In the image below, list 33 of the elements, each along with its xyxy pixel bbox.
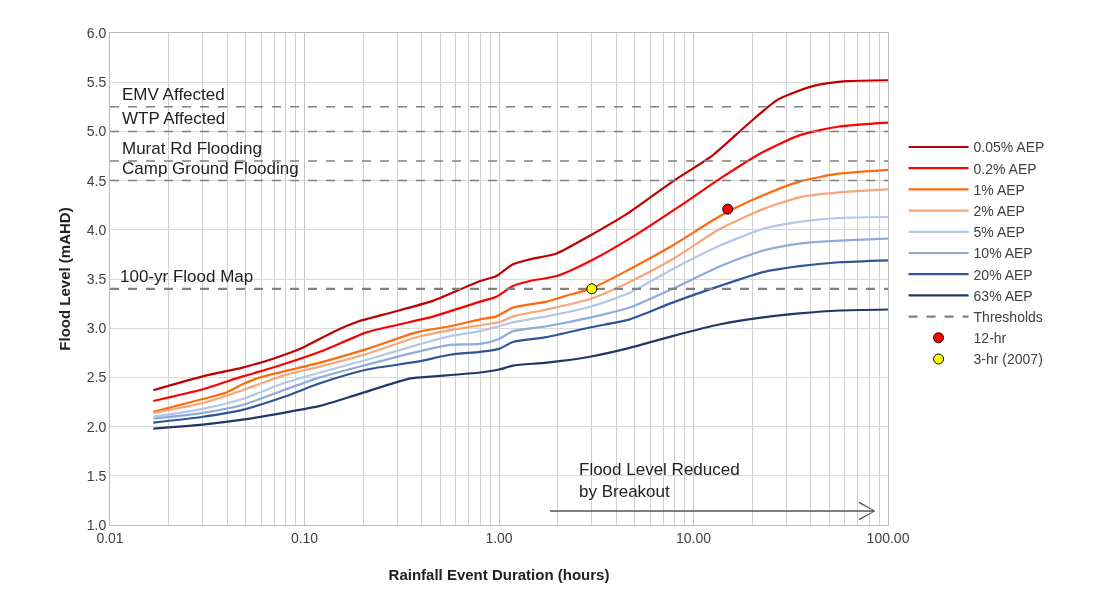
legend-label: 10% AEP bbox=[973, 245, 1033, 262]
annotation: Flood Level Reduced by Breakout bbox=[579, 460, 740, 502]
y-tick-label: 2.0 bbox=[86, 418, 107, 435]
y-tick-label: 3.5 bbox=[86, 270, 107, 287]
y-tick-label: 5.5 bbox=[86, 74, 107, 91]
ref-line-label: Camp Ground Flooding bbox=[122, 159, 299, 178]
legend-label: 0.2% AEP bbox=[973, 160, 1037, 177]
x-tick-label: 1.00 bbox=[485, 529, 513, 546]
y-axis-title: Flood Level (mAHD) bbox=[56, 207, 73, 351]
legend-label: 12-hr bbox=[973, 330, 1007, 347]
legend-label: 5% AEP bbox=[973, 224, 1025, 241]
y-tick-label: 3.0 bbox=[86, 320, 107, 337]
legend-label: 2% AEP bbox=[973, 203, 1025, 220]
y-tick-label: 6.0 bbox=[86, 24, 107, 41]
legend-label: 3-hr (2007) bbox=[973, 351, 1043, 368]
ref-line-label: Murat Rd Flooding bbox=[122, 139, 262, 158]
x-tick-label: 10.00 bbox=[675, 529, 712, 546]
legend-label: 63% AEP bbox=[973, 287, 1033, 304]
annotation: 100-yr Flood Map bbox=[120, 267, 254, 286]
legend-label: 1% AEP bbox=[973, 181, 1025, 198]
legend-label: 0.05% AEP bbox=[973, 139, 1045, 156]
x-tick-label: 100.00 bbox=[866, 529, 910, 546]
x-axis-title: Rainfall Event Duration (hours) bbox=[388, 566, 610, 583]
y-tick-label: 4.5 bbox=[86, 172, 107, 189]
ref-line-label: WTP Affected bbox=[122, 109, 226, 128]
legend-label: 20% AEP bbox=[973, 266, 1033, 283]
y-tick-label: 1.5 bbox=[86, 467, 107, 484]
x-tick-label: 0.10 bbox=[290, 529, 319, 546]
y-tick-label: 2.5 bbox=[86, 369, 107, 386]
ref-line-label: EMV Affected bbox=[122, 85, 225, 104]
y-tick-label: 5.0 bbox=[86, 123, 107, 140]
legend-label: Thresholds bbox=[973, 309, 1043, 326]
y-tick-label: 4.0 bbox=[86, 221, 107, 238]
